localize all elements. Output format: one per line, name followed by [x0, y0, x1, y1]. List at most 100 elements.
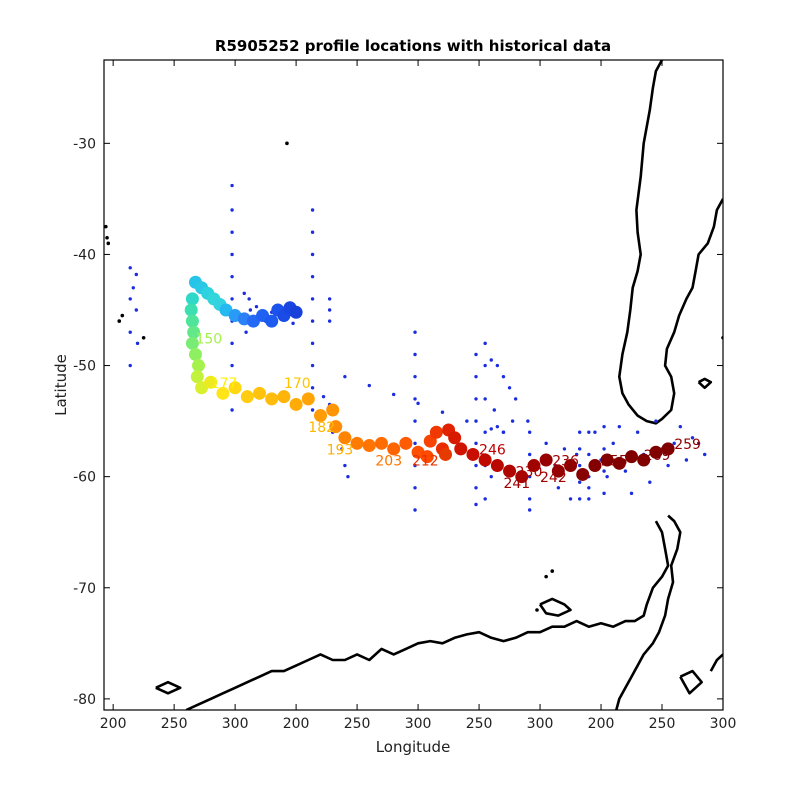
historical-point	[310, 274, 315, 279]
historical-point	[474, 502, 478, 507]
historical-point	[635, 430, 640, 434]
profile-label: 259	[674, 437, 701, 453]
coastline-dot	[105, 235, 109, 240]
coastline-dot	[550, 569, 555, 573]
coastline-dot	[120, 313, 125, 318]
profile-point	[216, 386, 230, 400]
historical-point	[413, 397, 417, 401]
historical-point	[474, 352, 478, 357]
x-axis-label: Longitude	[376, 738, 451, 756]
historical-point	[483, 430, 487, 434]
profile-point	[600, 453, 614, 467]
historical-point	[244, 330, 248, 334]
historical-point	[703, 452, 707, 457]
profile-point	[277, 390, 291, 404]
coastline-path	[155, 680, 182, 695]
profile-point	[350, 436, 364, 450]
y-tick-label: -80	[73, 692, 96, 708]
historical-point	[128, 363, 132, 368]
profile-point	[289, 305, 303, 319]
profile-point	[301, 392, 315, 406]
historical-point	[577, 463, 582, 468]
profile-point	[265, 392, 279, 406]
profile-point	[429, 425, 443, 439]
profile-point	[588, 459, 602, 473]
profile-label: 203	[375, 454, 402, 470]
historical-point	[230, 208, 234, 212]
historical-point	[678, 424, 683, 429]
profile-label: 246	[479, 442, 506, 458]
historical-point	[310, 363, 315, 368]
profile-point	[185, 292, 199, 306]
historical-point	[310, 341, 315, 346]
historical-point	[602, 447, 606, 451]
profile-point	[625, 450, 639, 464]
historical-point	[230, 341, 234, 346]
historical-point	[131, 286, 135, 290]
historical-point	[474, 397, 478, 401]
historical-point	[483, 397, 487, 401]
historical-point	[510, 419, 515, 423]
historical-data-layer	[128, 183, 707, 512]
profile-track-layer	[184, 275, 675, 484]
historical-point	[527, 430, 532, 434]
historical-point	[310, 297, 315, 301]
x-tick-label: 250	[649, 716, 676, 732]
historical-point	[474, 374, 478, 379]
historical-point	[310, 319, 315, 323]
historical-point	[501, 430, 506, 434]
historical-point	[134, 272, 139, 277]
historical-point	[128, 297, 132, 301]
profile-point	[551, 464, 565, 478]
historical-point	[474, 486, 478, 490]
profile-point	[265, 314, 279, 328]
coastline-path	[615, 514, 682, 710]
profile-label: 170	[284, 376, 311, 392]
profile-point	[399, 436, 413, 450]
historical-point	[483, 363, 487, 368]
historical-point	[602, 469, 606, 473]
profile-label: 242	[540, 470, 567, 486]
profile-point	[192, 359, 206, 373]
x-tick-label: 200	[283, 716, 310, 732]
historical-point	[648, 480, 652, 484]
x-tick-label: 250	[161, 716, 188, 732]
historical-point	[617, 424, 622, 429]
historical-point	[474, 463, 478, 468]
historical-point	[483, 341, 487, 346]
profile-point	[289, 397, 303, 411]
historical-point	[254, 304, 259, 309]
historical-point	[489, 474, 493, 479]
profile-point	[184, 303, 198, 317]
coastline-path	[697, 377, 713, 390]
historical-point	[440, 410, 445, 414]
historical-point	[577, 430, 582, 434]
historical-point	[611, 441, 615, 446]
historical-point	[128, 330, 132, 334]
historical-point	[527, 497, 532, 501]
historical-point	[310, 208, 315, 212]
historical-point	[577, 447, 582, 451]
historical-point	[230, 363, 234, 368]
profile-point	[515, 470, 529, 484]
historical-point	[593, 430, 597, 434]
profile-point	[423, 434, 437, 448]
profile-point	[420, 450, 434, 464]
coastline-dot	[106, 241, 111, 246]
coastline-path	[679, 669, 703, 695]
y-tick-label: -40	[73, 247, 96, 263]
historical-point	[465, 419, 469, 423]
historical-point	[230, 274, 234, 279]
historical-point	[134, 308, 139, 312]
historical-point	[489, 427, 493, 431]
historical-point	[672, 441, 676, 446]
profile-point	[466, 447, 480, 461]
historical-point	[527, 452, 532, 457]
historical-point	[577, 480, 582, 484]
profile-point	[374, 436, 388, 450]
profile-point	[326, 403, 340, 417]
profile-point	[188, 347, 202, 361]
profile-point	[329, 420, 343, 434]
historical-point	[495, 363, 500, 368]
